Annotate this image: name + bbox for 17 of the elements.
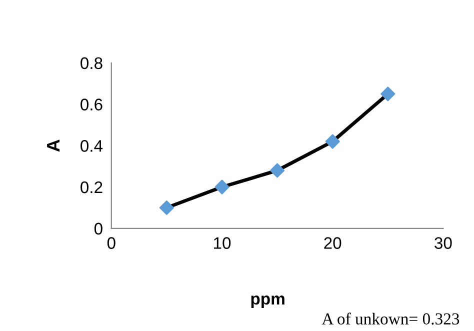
point — [159, 200, 174, 215]
y-axis-title: A — [47, 140, 60, 152]
text: A of unkown= 0.323 — [322, 312, 460, 325]
x-tick-label: 20 — [324, 237, 342, 249]
x-tick-label: 30 — [434, 237, 452, 249]
x-tick-label: 0 — [107, 237, 116, 249]
point — [270, 163, 285, 178]
point — [214, 180, 230, 194]
x-tick-label: 10 — [214, 237, 231, 249]
point — [380, 86, 396, 102]
point — [325, 134, 340, 149]
x-axis-title: ppm — [251, 296, 284, 308]
y-tick-label: 0.2 — [80, 181, 102, 194]
y-tick-label: 0.4 — [80, 140, 103, 152]
y-tick-label: 0 — [94, 222, 102, 235]
y-tick-label: 0.8 — [80, 57, 102, 70]
y-tick-label: 0.6 — [80, 98, 102, 110]
